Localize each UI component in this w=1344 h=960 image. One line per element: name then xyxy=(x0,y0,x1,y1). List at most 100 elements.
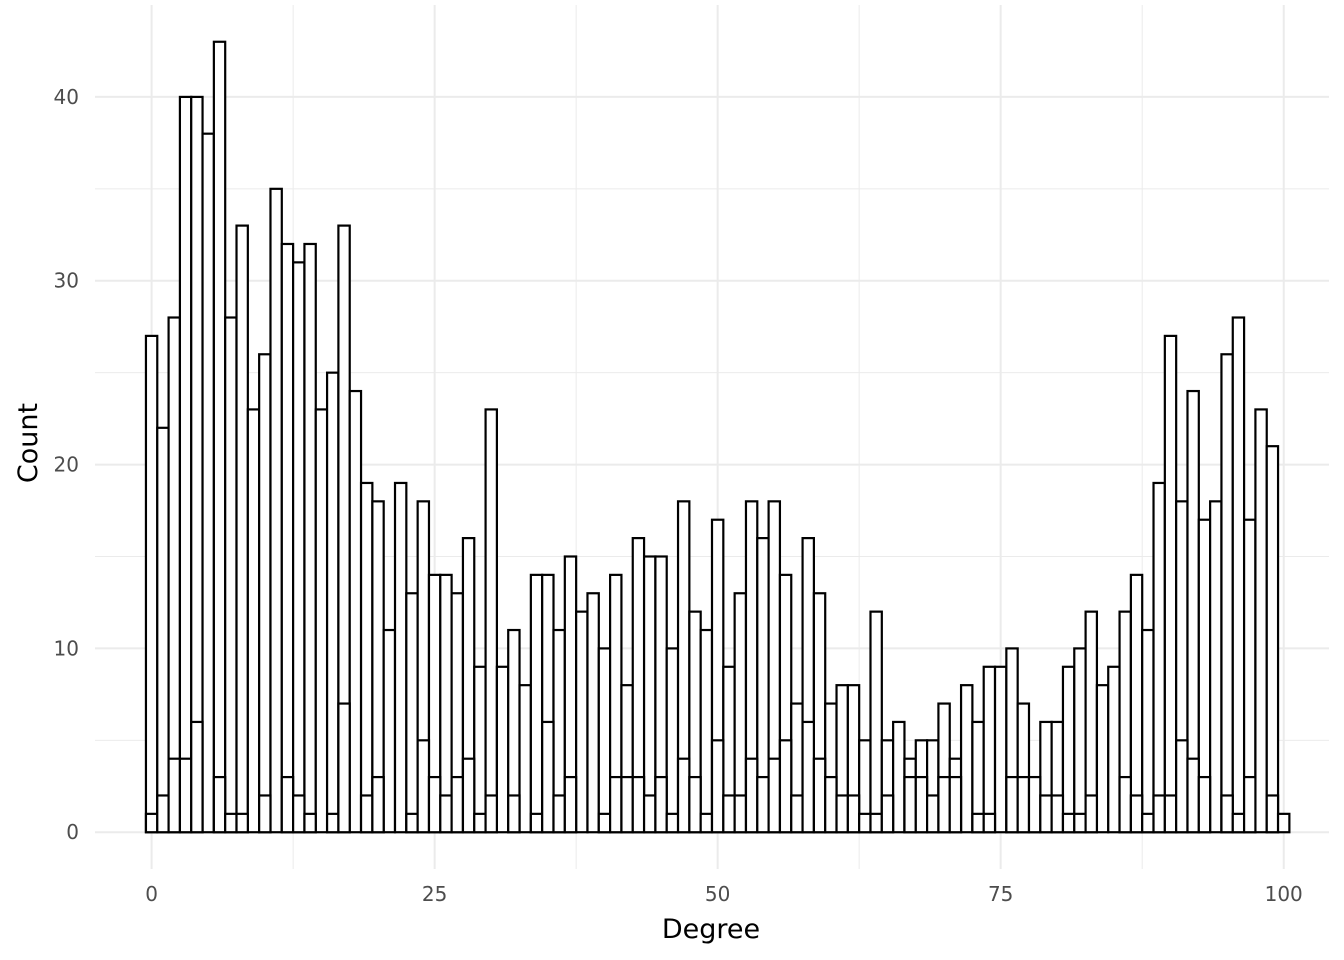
histogram-bar-series-2 xyxy=(801,720,815,834)
histogram-bar-series-2 xyxy=(1129,794,1144,834)
histogram-bar-series-2 xyxy=(1084,794,1099,834)
histogram-bar-series-2 xyxy=(744,757,759,834)
histogram-bar-series-2 xyxy=(722,794,736,834)
histogram-bar-series-1 xyxy=(292,261,306,834)
histogram-bar-series-2 xyxy=(156,794,170,834)
histogram-bar-series-2 xyxy=(359,794,374,834)
histogram-bar-series-1 xyxy=(699,628,714,834)
histogram-bar-series-2 xyxy=(778,739,793,834)
histogram-bar-series-1 xyxy=(314,408,329,834)
bars xyxy=(144,40,1291,834)
histogram-bar-series-2 xyxy=(665,812,680,834)
histogram-bar-series-2 xyxy=(880,794,895,834)
histogram-bar-series-2 xyxy=(790,794,804,834)
histogram-bar-series-2 xyxy=(212,775,227,834)
histogram-bar-series-2 xyxy=(1220,794,1234,834)
histogram-bar-series-1 xyxy=(529,573,544,834)
histogram-bar-series-2 xyxy=(461,757,476,834)
histogram-bar-series-2 xyxy=(167,757,182,834)
histogram-bar-series-2 xyxy=(325,812,340,834)
histogram-bar-series-2 xyxy=(982,812,997,834)
histogram-bar-series-2 xyxy=(1152,794,1166,834)
x-tick-label: 0 xyxy=(145,882,158,906)
histogram-bar-series-2 xyxy=(1163,794,1178,834)
histogram-bar-series-2 xyxy=(597,812,612,834)
histogram-bar-series-2 xyxy=(1197,775,1212,834)
histogram-bar-series-2 xyxy=(1039,794,1053,834)
histogram-bar-series-2 xyxy=(473,812,487,834)
histogram-bar-series-2 xyxy=(767,757,782,834)
x-axis-title: Degree xyxy=(662,914,760,945)
histogram-bar-series-1 xyxy=(280,242,295,834)
histogram-bar-series-2 xyxy=(1186,757,1200,834)
histogram-bar-series-1 xyxy=(393,481,408,834)
x-tick-label: 75 xyxy=(988,882,1013,906)
histogram-bar-series-1 xyxy=(1073,647,1087,834)
histogram-bar-series-1 xyxy=(258,353,272,834)
histogram-bar-series-1 xyxy=(382,628,397,834)
histogram-bar-series-2 xyxy=(1242,775,1257,834)
histogram-bar-series-1 xyxy=(892,720,906,834)
histogram-bar-series-1 xyxy=(439,573,453,834)
histogram-bar-series-1 xyxy=(586,592,600,834)
histogram-bar-series-1 xyxy=(246,408,261,834)
histogram-bar-series-1 xyxy=(1254,408,1268,834)
histogram-bar-series-2 xyxy=(869,812,883,834)
histogram-bar-series-1 xyxy=(1209,500,1223,834)
histogram-bar-series-2 xyxy=(948,775,963,834)
y-tick-labels: 0 10 20 30 40 xyxy=(54,85,79,844)
histogram-bar-series-2 xyxy=(1231,812,1246,834)
histogram-bar-series-2 xyxy=(529,812,544,834)
histogram-bar-series-2 xyxy=(688,775,702,834)
histogram-bar-series-2 xyxy=(427,775,442,834)
histogram-bar-series-2 xyxy=(1265,794,1280,834)
histogram-bar-series-2 xyxy=(710,739,725,834)
histogram-bar-series-2 xyxy=(676,757,691,834)
histogram-bar-series-1 xyxy=(1095,684,1110,834)
histogram-bar-series-2 xyxy=(824,775,838,834)
y-tick-label: 30 xyxy=(54,269,79,293)
histogram-bar-series-1 xyxy=(201,132,215,834)
histogram-bar-series-2 xyxy=(292,794,306,834)
histogram-bar-series-1 xyxy=(269,187,283,834)
histogram-bar-series-2 xyxy=(1175,739,1189,834)
histogram-bar-series-2 xyxy=(371,775,385,834)
histogram-bar-series-2 xyxy=(1141,812,1155,834)
histogram-bar-series-2 xyxy=(303,812,317,834)
histogram-bar-series-2 xyxy=(1061,812,1076,834)
histogram-bar-series-2 xyxy=(405,812,419,834)
histogram-bar-series-1 xyxy=(1141,628,1155,834)
histogram-bar-series-2 xyxy=(631,775,646,834)
histogram-bar-series-1 xyxy=(495,665,510,834)
histogram-bar-series-1 xyxy=(473,665,487,834)
histogram-bar-series-1 xyxy=(235,224,249,834)
histogram-bar-series-1 xyxy=(178,95,193,834)
histogram-bar-series-2 xyxy=(642,794,657,834)
histogram-bar-series-2 xyxy=(541,720,555,834)
histogram-bar-series-1 xyxy=(575,610,589,834)
histogram-bar-series-2 xyxy=(733,794,748,834)
histogram-bar-series-1 xyxy=(325,371,340,834)
x-tick-label: 50 xyxy=(705,882,730,906)
histogram-bar-series-2 xyxy=(609,775,623,834)
histogram-bar-series-2 xyxy=(258,794,272,834)
histogram-bar-series-2 xyxy=(654,775,668,834)
y-tick-label: 0 xyxy=(66,820,79,844)
histogram-bar-series-1 xyxy=(1129,573,1144,834)
histogram-bar-series-2 xyxy=(190,720,204,834)
histogram-bar-series-2 xyxy=(971,812,985,834)
histogram-bar-series-2 xyxy=(846,794,861,834)
histogram-bar-series-1 xyxy=(167,316,182,834)
histogram-bar-series-2 xyxy=(552,794,566,834)
histogram-bar-series-1 xyxy=(993,665,1008,834)
histogram-bar-series-1 xyxy=(1163,334,1178,834)
histogram-bar-series-2 xyxy=(439,794,453,834)
histogram-bar-series-1 xyxy=(597,647,612,834)
histogram-bar-series-2 xyxy=(1073,812,1087,834)
y-tick-label: 10 xyxy=(54,636,79,660)
histogram-bar-series-2 xyxy=(1027,775,1042,834)
x-tick-label: 25 xyxy=(422,882,447,906)
histogram-bar-series-2 xyxy=(224,812,238,834)
histogram-bar-series-1 xyxy=(303,242,317,834)
